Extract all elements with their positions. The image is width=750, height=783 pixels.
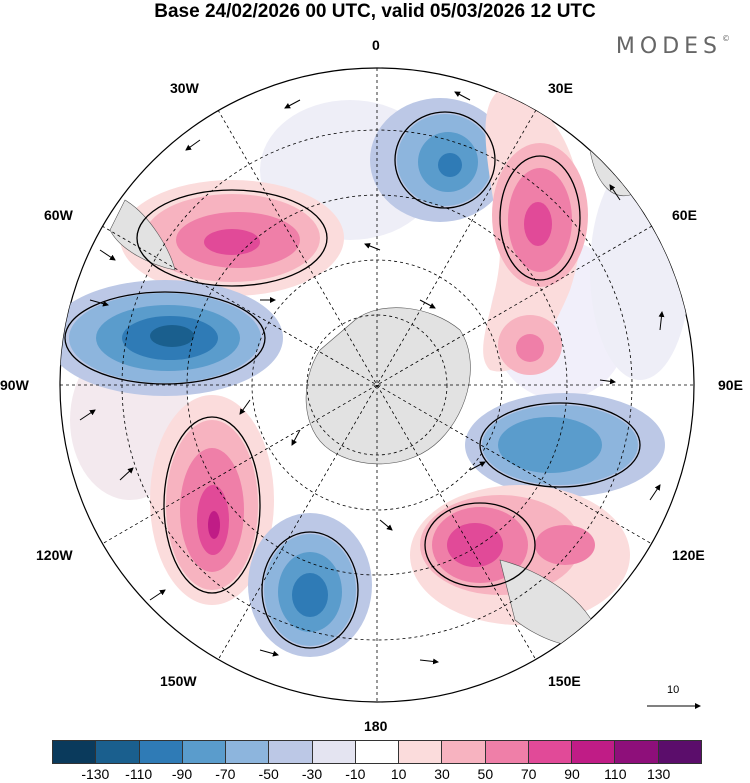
lon-label-0: 0 bbox=[372, 37, 380, 53]
lon-label-150w: 150W bbox=[160, 673, 197, 689]
lon-label-60e: 60E bbox=[672, 207, 697, 223]
anomaly-positive-pacific-central bbox=[150, 395, 274, 605]
modes-logo: MODES© bbox=[616, 34, 730, 59]
colorbar-swatch bbox=[53, 741, 97, 763]
colorbar bbox=[52, 740, 702, 764]
lon-label-120e: 120E bbox=[672, 547, 705, 563]
colorbar-tick-label: -90 bbox=[171, 766, 193, 782]
colorbar-swatch bbox=[96, 741, 140, 763]
antarctica-land bbox=[305, 307, 471, 465]
colorbar-swatch bbox=[658, 741, 701, 763]
colorbar-swatch bbox=[139, 741, 183, 763]
colorbar-swatch bbox=[182, 741, 227, 763]
lon-label-30w: 30W bbox=[170, 80, 199, 96]
meridians bbox=[60, 68, 694, 702]
contour-lines bbox=[64, 111, 641, 649]
lon-label-30e: 30E bbox=[548, 80, 573, 96]
lon-label-120w: 120W bbox=[36, 547, 73, 563]
colorbar-tick-label: 70 bbox=[520, 766, 537, 782]
colorbar-swatch bbox=[442, 741, 486, 763]
anomaly-negative-indian-ocean bbox=[465, 393, 665, 497]
anomaly-positive-atlantic-west bbox=[120, 180, 344, 296]
anomaly-negative-pacific-south bbox=[248, 513, 372, 657]
colorbar-swatch bbox=[312, 741, 356, 763]
colorbar-tick-label: -50 bbox=[258, 766, 279, 782]
colorbar-swatch bbox=[355, 741, 400, 763]
colorbar-swatch bbox=[399, 741, 443, 763]
south-america-land bbox=[109, 199, 176, 271]
colorbar-tick-label: -30 bbox=[301, 766, 323, 782]
anomaly-negative-south-atlantic bbox=[370, 98, 510, 222]
colorbar-tick-label: 30 bbox=[434, 766, 450, 782]
anomaly-negative-south-pacific-east bbox=[60, 280, 283, 396]
colorbar-swatch bbox=[528, 741, 573, 763]
page-title: Base 24/02/2026 00 UTC, valid 05/03/2026… bbox=[154, 1, 596, 22]
colorbar-swatch bbox=[485, 741, 529, 763]
reference-vector-label: 10 bbox=[667, 684, 680, 696]
lon-label-60w: 60W bbox=[44, 207, 73, 223]
polar-map bbox=[59, 67, 695, 703]
logo-text: MODES bbox=[615, 34, 722, 59]
colorbar-tick-label: 90 bbox=[564, 766, 580, 782]
lon-label-180: 180 bbox=[364, 718, 388, 734]
colorbar-tick-label: -130 bbox=[81, 766, 110, 782]
colorbar-tick-label: 130 bbox=[646, 766, 671, 782]
colorbar-ticks: -130 -110 -90 -70 -50 -30 -10 10 30 50 70 90 110 130 bbox=[0, 766, 750, 782]
colorbar-tick-label: 110 bbox=[604, 766, 627, 782]
colorbar-swatch bbox=[615, 741, 659, 763]
colorbar-tick-label: -110 bbox=[125, 766, 153, 782]
colorbar-tick-label: -10 bbox=[345, 766, 366, 782]
colorbar-tick-label: 50 bbox=[477, 766, 494, 782]
lon-label-90e: 90E bbox=[718, 377, 743, 393]
anomaly-positive-australia bbox=[410, 485, 630, 625]
colorbar-swatch bbox=[269, 741, 313, 763]
anomaly-positive-south-africa bbox=[483, 90, 588, 375]
lon-label-150e: 150E bbox=[548, 673, 581, 689]
logo-mark: © bbox=[722, 34, 730, 43]
colorbar-swatch bbox=[226, 741, 270, 763]
colorbar-tick-label: 10 bbox=[390, 766, 407, 782]
reference-vector: 10 bbox=[645, 684, 705, 714]
lon-label-90w: 90W bbox=[0, 377, 29, 393]
colorbar-swatch bbox=[572, 741, 616, 763]
colorbar-tick-label: -70 bbox=[215, 766, 236, 782]
